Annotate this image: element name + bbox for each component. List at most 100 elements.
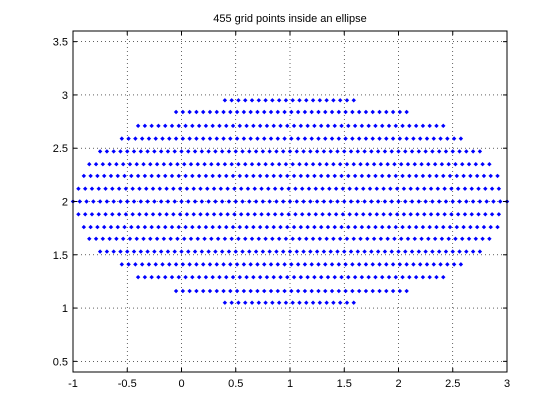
data-point bbox=[142, 274, 148, 280]
data-point bbox=[187, 262, 192, 267]
data-point bbox=[163, 123, 168, 129]
data-point bbox=[308, 249, 313, 254]
data-point bbox=[378, 162, 384, 167]
data-point bbox=[462, 212, 468, 217]
data-point bbox=[422, 186, 427, 191]
data-point bbox=[156, 274, 161, 280]
data-point bbox=[435, 212, 441, 217]
data-point bbox=[125, 199, 130, 204]
data-point bbox=[422, 212, 427, 217]
data-point bbox=[127, 236, 133, 241]
data-point bbox=[224, 274, 229, 280]
data-point bbox=[455, 186, 461, 191]
data-point bbox=[439, 236, 445, 241]
data-point bbox=[348, 199, 354, 204]
data-point bbox=[305, 274, 310, 280]
data-point bbox=[329, 136, 335, 141]
data-point bbox=[135, 123, 141, 129]
data-point bbox=[430, 199, 435, 204]
data-point bbox=[278, 173, 283, 179]
data-point bbox=[400, 274, 405, 280]
data-point bbox=[154, 162, 160, 167]
data-point bbox=[457, 149, 462, 154]
data-point bbox=[186, 149, 191, 154]
data-point bbox=[450, 149, 455, 154]
data-point bbox=[331, 98, 336, 103]
data-point bbox=[270, 300, 275, 305]
data-point bbox=[230, 123, 236, 129]
data-point bbox=[267, 249, 272, 254]
data-point bbox=[411, 136, 416, 141]
data-point bbox=[272, 186, 278, 191]
data-point bbox=[464, 249, 469, 254]
data-point bbox=[382, 149, 388, 154]
data-point bbox=[87, 162, 92, 167]
data-point bbox=[249, 162, 255, 167]
data-point bbox=[158, 249, 164, 254]
x-tick-label: 0 bbox=[178, 378, 184, 390]
data-point bbox=[207, 136, 213, 141]
data-point bbox=[222, 300, 228, 305]
data-point bbox=[272, 212, 278, 217]
data-point bbox=[333, 186, 339, 191]
data-point bbox=[213, 199, 218, 204]
data-point bbox=[194, 262, 199, 267]
data-point bbox=[283, 98, 289, 103]
data-point bbox=[101, 224, 107, 230]
data-point bbox=[207, 288, 213, 294]
data-point bbox=[457, 249, 462, 254]
data-point bbox=[228, 262, 233, 267]
data-point bbox=[324, 162, 329, 167]
data-point bbox=[165, 199, 171, 204]
data-point bbox=[356, 109, 362, 115]
data-point bbox=[156, 123, 161, 129]
data-point bbox=[351, 98, 356, 103]
data-point bbox=[194, 288, 199, 294]
data-point bbox=[295, 262, 301, 267]
data-point bbox=[426, 236, 431, 241]
data-point bbox=[190, 123, 195, 129]
data-point bbox=[332, 173, 337, 179]
data-point bbox=[142, 173, 148, 179]
data-point bbox=[369, 149, 374, 154]
data-point bbox=[283, 300, 289, 305]
data-point bbox=[141, 236, 146, 241]
data-point bbox=[282, 262, 287, 267]
data-point bbox=[328, 199, 333, 204]
data-point bbox=[180, 136, 186, 141]
data-point bbox=[130, 212, 135, 217]
data-point bbox=[274, 249, 279, 254]
data-point bbox=[339, 123, 344, 129]
data-point bbox=[219, 199, 225, 204]
data-point bbox=[241, 109, 247, 115]
data-point bbox=[298, 224, 304, 230]
data-point bbox=[351, 236, 356, 241]
data-point bbox=[312, 274, 317, 280]
data-point bbox=[291, 173, 297, 179]
data-point bbox=[416, 199, 422, 204]
data-point bbox=[323, 288, 328, 294]
data-point bbox=[318, 224, 324, 230]
data-point bbox=[356, 288, 362, 294]
data-point bbox=[392, 162, 397, 167]
data-point bbox=[346, 173, 351, 179]
data-point bbox=[350, 136, 355, 141]
data-point bbox=[221, 288, 226, 294]
data-point bbox=[434, 173, 439, 179]
data-point bbox=[218, 186, 224, 191]
data-point bbox=[289, 288, 294, 294]
data-point bbox=[423, 149, 428, 154]
data-point bbox=[282, 136, 287, 141]
data-point bbox=[374, 186, 379, 191]
data-point bbox=[300, 186, 305, 191]
data-point bbox=[95, 224, 100, 230]
x-tick-label: -1 bbox=[68, 378, 78, 390]
data-point bbox=[451, 136, 457, 141]
data-point bbox=[355, 149, 361, 154]
data-point bbox=[362, 199, 367, 204]
data-point bbox=[411, 262, 416, 267]
data-point bbox=[375, 149, 381, 154]
data-point bbox=[415, 186, 420, 191]
data-point bbox=[418, 136, 423, 141]
data-point bbox=[83, 186, 88, 191]
